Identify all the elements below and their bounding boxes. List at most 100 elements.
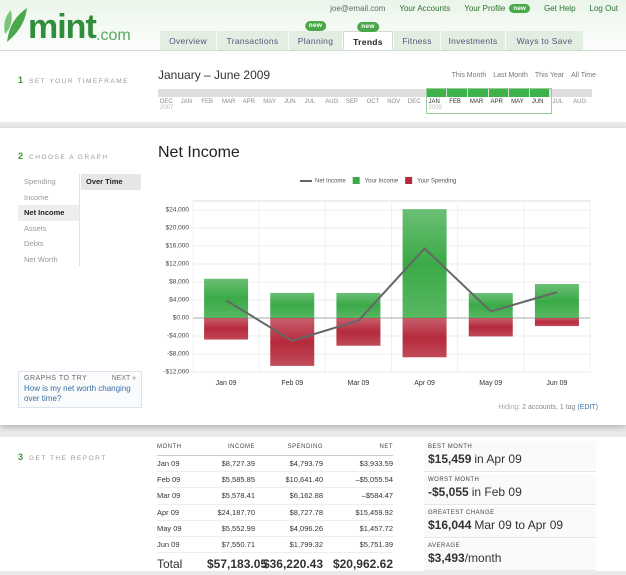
tab-label: Trends xyxy=(353,37,383,47)
tab-label: Fitness xyxy=(402,36,432,46)
x-tick-label: Mar 09 xyxy=(348,380,370,387)
y-tick-label: $8,000 xyxy=(169,279,189,286)
tab-label: Investments xyxy=(448,36,498,46)
preset-link[interactable]: This Year xyxy=(534,72,565,79)
graph-menu-item[interactable]: Net Worth xyxy=(24,254,58,264)
preset-link[interactable]: All Time xyxy=(571,72,596,79)
graph-submenu-item[interactable]: Over Time xyxy=(81,174,141,190)
stat-detail: in Feb 09 xyxy=(471,485,522,499)
badge: new xyxy=(509,4,530,13)
stat-line: $3,493/month xyxy=(428,551,592,565)
hiding-detail: 2 accounts, 1 tag xyxy=(522,404,576,411)
selection-frame xyxy=(425,88,552,114)
month[interactable]: APR xyxy=(488,89,510,111)
month[interactable]: FEB xyxy=(199,89,220,111)
month[interactable]: AUG xyxy=(571,89,592,111)
month-bar xyxy=(385,89,405,97)
table-row: Apr 09 $24,187.70 $8,727.78 $15,459.92 xyxy=(157,505,393,521)
month[interactable]: DEC 2007 xyxy=(158,89,179,111)
tab[interactable]: Trends new xyxy=(343,22,393,51)
graph-menu-item[interactable]: Spending xyxy=(24,177,56,186)
month[interactable]: OCT xyxy=(365,89,386,111)
tips-next[interactable]: NEXT » xyxy=(111,375,136,382)
logo[interactable]: mint xyxy=(28,8,97,46)
month[interactable]: JUN xyxy=(529,89,551,111)
month-bar xyxy=(261,89,281,97)
user-link[interactable]: Your Profile xyxy=(464,4,506,13)
stat-label: AVERAGE xyxy=(428,543,461,549)
month[interactable]: JUN xyxy=(282,89,303,111)
month-label: JUN xyxy=(283,99,296,105)
month-label: SEP xyxy=(345,99,358,105)
tab[interactable]: Overview xyxy=(160,31,216,51)
month-label: FEB xyxy=(201,99,213,105)
bar xyxy=(336,292,381,318)
month-label: APR xyxy=(490,99,503,105)
month[interactable]: AUG xyxy=(323,89,344,111)
logo-leaf xyxy=(4,8,27,42)
cell: $8,727.39 xyxy=(221,459,255,468)
timeline-track xyxy=(158,89,592,97)
month-label: MAY xyxy=(511,99,524,105)
legend-label: Your Spending xyxy=(417,179,456,185)
month[interactable]: SEP xyxy=(344,89,365,111)
month-bar xyxy=(344,89,364,97)
timeline: DEC 2007 JAN FEB MAR APR MAY JUN JUL AUG SEP OCT NOV… xyxy=(158,88,592,114)
report-stats: BEST MONTH $15,459 in Apr 09 WORST MONTH -$5… xyxy=(424,441,596,573)
cell: $7,550.71 xyxy=(221,539,255,549)
preset-link[interactable]: Last Month xyxy=(493,72,528,79)
tips-question[interactable]: How is my net worth changing over time? xyxy=(24,384,131,403)
user-link[interactable]: Your Accounts xyxy=(399,4,451,13)
month[interactable]: JUL xyxy=(303,89,324,111)
month-bar xyxy=(220,89,240,97)
y-tick-label: -$8,000 xyxy=(167,351,189,358)
edit-link[interactable]: (EDIT) xyxy=(577,404,598,411)
month[interactable]: MAR xyxy=(467,89,489,111)
month[interactable]: APR xyxy=(241,89,262,111)
heading: CHOOSE A GRAPH xyxy=(29,154,109,161)
month[interactable]: JAN 2009 xyxy=(426,89,448,111)
month[interactable]: MAR xyxy=(220,89,241,111)
bar xyxy=(270,318,315,366)
month-label: JUL xyxy=(304,99,316,105)
month[interactable]: MAY xyxy=(261,89,282,111)
graph-menu-item[interactable]: Debts xyxy=(24,239,44,248)
heading: GET THE REPORT xyxy=(29,455,107,462)
y-tick-label: $20,000 xyxy=(166,225,190,232)
tips-box: GRAPHS TO TRY NEXT » How is my net worth… xyxy=(18,371,142,408)
bar xyxy=(336,318,381,346)
preset-link[interactable]: This Month xyxy=(451,72,487,79)
legend-swatch xyxy=(352,177,360,184)
x-tick-label: May 09 xyxy=(479,380,502,387)
cell: $20,962.62 xyxy=(332,557,393,572)
month[interactable]: JUL xyxy=(550,89,571,111)
tab[interactable]: Planning new xyxy=(289,21,342,51)
month-bar xyxy=(199,89,219,97)
line xyxy=(225,247,558,342)
tab[interactable]: Ways to Save xyxy=(506,31,583,51)
user-link[interactable]: Log Out xyxy=(589,4,618,13)
month-bar xyxy=(303,89,323,97)
tab[interactable]: Fitness xyxy=(394,31,440,51)
month[interactable]: FEB xyxy=(447,89,468,111)
cell: Feb 09 xyxy=(157,475,181,485)
month[interactable]: NOV xyxy=(385,89,406,111)
y-tick-label: $24,000 xyxy=(166,207,190,214)
bar xyxy=(204,318,249,340)
graph-menu-item[interactable]: Assets xyxy=(24,223,47,233)
month[interactable]: DEC xyxy=(406,89,427,111)
month[interactable]: MAY xyxy=(509,89,530,111)
cell: $24,187.70 xyxy=(217,507,255,517)
tips-heading: GRAPHS TO TRY xyxy=(24,375,88,382)
user-link[interactable]: Get Help xyxy=(543,4,576,13)
tab[interactable]: Transactions xyxy=(217,31,288,51)
tab-badge: new xyxy=(304,21,327,31)
graph-menu-item[interactable]: Income xyxy=(24,192,49,202)
stat-value: $15,459 xyxy=(428,452,472,466)
month[interactable]: JAN xyxy=(179,89,200,111)
tab[interactable]: Investments xyxy=(441,31,505,51)
month-label: DEC xyxy=(160,99,173,105)
legend-swatch xyxy=(405,177,413,184)
user-link[interactable]: joe@email.com xyxy=(330,4,386,13)
graph-menu-item[interactable]: Net Income xyxy=(18,205,79,221)
